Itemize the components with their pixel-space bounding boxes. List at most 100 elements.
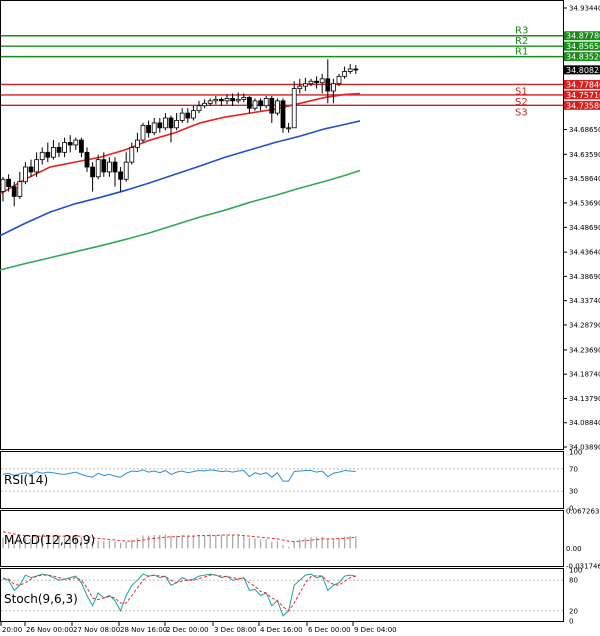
candle [235,92,241,104]
candle [190,105,196,121]
candle-body [39,151,45,161]
candle-body [28,166,34,173]
candle-body [34,159,39,173]
candle-body [162,117,168,129]
candle-body [134,139,140,148]
stoch-panel [0,568,564,622]
candle-body [140,124,146,141]
candle [263,95,269,109]
level-price-box [564,79,600,89]
candle-body [84,151,90,168]
candle-body [207,100,213,104]
rsi-line [2,469,356,482]
candle [112,157,118,187]
candle [286,122,292,133]
candle-body [51,147,56,158]
y-tick-label: 34.13790 [569,395,600,403]
y-tick-label: 34.48690 [569,224,600,232]
candle-body [196,105,202,112]
current-price-label: 34.80823 [566,66,600,75]
level-name-label: S2 [515,97,528,108]
candle [291,81,297,129]
candle [101,152,107,177]
candle-body [90,166,95,178]
candle-body [129,147,135,163]
candle [56,142,62,158]
ma-mid-line [0,120,361,237]
candle-body [56,147,62,153]
candle [129,142,135,165]
candle-body [79,139,84,153]
candle-body [342,71,348,77]
candle [11,181,17,207]
y-tick-label: 34.53690 [569,199,600,207]
candle [202,99,208,109]
stoch-d-line [3,574,356,612]
candle [241,93,247,103]
x-tick-label: 3 Dec 08:00 [214,626,257,634]
candle-body [308,80,314,85]
x-tick-label: 2 Dec 00:00 [166,626,209,634]
candle [185,108,191,123]
x-tick-label: 20:00 [2,626,22,634]
candle-body [101,159,107,173]
candle-body [185,112,191,119]
x-tick-label: 26 Nov 00:00 [26,626,73,634]
candle [269,95,275,123]
candle [151,118,157,136]
candle-body [179,112,185,121]
macd-signal-line [2,531,356,543]
y-tick-label: 34.08840 [569,419,600,427]
y-tick-label: 34.63590 [569,151,600,159]
candle-body [151,122,157,134]
y-tick-label: 34.58640 [569,175,600,183]
stoch-tick-label: 100 [569,567,582,575]
ma-slow-line [0,169,361,271]
level-price-label: 34.87780 [566,32,600,41]
candle [308,78,314,87]
candle-body [336,75,342,85]
candle [319,73,325,94]
candle [62,137,67,158]
level-price-label: 34.73580 [566,101,600,110]
candle [118,167,123,192]
candle [28,159,34,177]
level-name-label: R1 [515,47,528,58]
candle-body [190,110,196,119]
y-tick-label: 34.03890 [569,444,600,452]
candle [302,77,308,92]
candle-body [73,139,79,146]
candle [330,78,336,104]
candle-body [235,98,241,102]
candle-body [157,122,163,129]
rsi-tick-label: 30 [569,488,578,496]
candle [179,108,185,123]
candle-body [22,166,28,183]
y-tick-label: 34.18740 [569,371,600,379]
macd-panel [0,510,564,567]
candle [146,120,152,138]
candle [258,98,264,111]
candle-body [230,97,236,102]
level-price-box [564,31,600,41]
candle-body [118,171,123,180]
candle-body [112,161,118,173]
candle [218,97,224,106]
candle-body [0,178,6,192]
current-price-box [564,65,600,75]
candle [51,140,56,160]
x-tick-label: 28 Nov 16:00 [120,626,167,634]
candle-body [6,178,11,188]
candle [230,93,236,106]
candle-body [202,102,208,107]
candle [162,113,168,131]
candle [39,147,45,165]
candle-body [218,98,224,102]
candle-body [297,85,303,89]
y-tick-label: 34.33740 [569,297,600,305]
candle [353,65,359,74]
y-tick-label: 34.93440 [569,5,600,13]
candle [123,152,129,182]
x-tick-label: 6 Dec 00:00 [308,626,351,634]
